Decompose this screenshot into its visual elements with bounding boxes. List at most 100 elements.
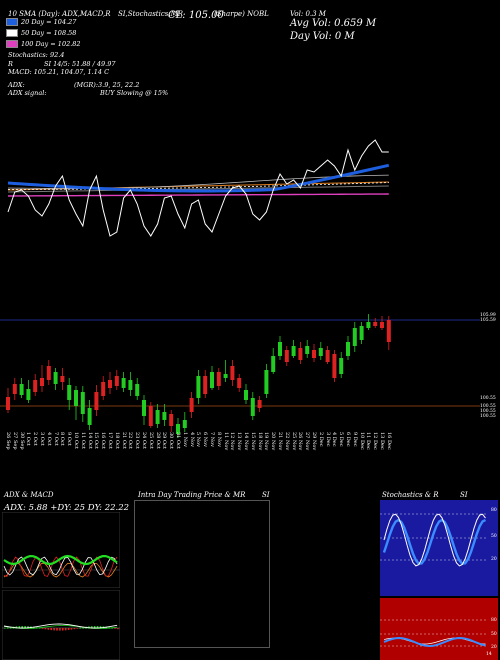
macd-bar [56,628,58,631]
date-tick: 30 Oct [168,432,175,449]
date-tick: 12 Nov [229,432,236,451]
date-tick: 14 Oct [86,432,93,449]
candle-body [237,378,242,388]
stoch-axis-80: 80 [491,508,497,513]
date-tick: 11 Nov [222,432,229,451]
chart-title-left: 10 SMA (Day): ADX,MACD,R [8,10,111,18]
close-price-label: CL: 105.00 [168,10,224,21]
intraday-panel [134,500,270,648]
adx-label: ADX: [8,81,25,89]
macd-bar [96,626,99,629]
sma200-line [7,185,389,193]
date-tick: 6 Nov [202,432,209,447]
macd-bar [91,626,93,629]
rsi-axis-14: 14 [486,652,492,657]
date-tick: 17 Oct [107,432,113,449]
intraday-panel-si: SI [262,491,270,499]
stoch-k-line [383,513,486,567]
rsi-axis-20: 20 [491,645,497,650]
macd-bar [67,628,70,631]
date-tick: 1 Oct [25,432,32,446]
candle-body [366,322,371,328]
date-tick: 15 Nov [249,432,256,451]
date-tick: 6 Dec [345,432,351,447]
sma50-line [7,182,389,190]
macd-bar [70,628,73,630]
legend-sma20: 20 Day = 104.27 [6,18,76,26]
date-tick: 3 Oct [39,432,45,446]
sma100-swatch [6,40,18,48]
rsi-background [380,598,498,660]
date-tick: 3 Dec [324,432,331,447]
legend-sma100: 100 Day = 102.82 [6,40,81,48]
stoch-d-line [382,518,487,566]
candle-body [12,384,17,394]
candle-body [53,372,58,384]
candle-body [121,378,126,388]
price-chart [0,139,480,438]
candle-body [189,398,194,412]
legend-sma50: 50 Day = 108.58 [6,29,76,37]
candle-body [74,390,78,406]
candle-body [298,348,303,360]
candle-body [380,322,384,328]
candle-body [114,376,119,386]
date-tick: 21 Oct [120,432,127,449]
date-tick: 5 Nov [195,432,202,447]
price-label-high: 105.99 [480,313,496,318]
date-tick: 15 Oct [93,432,100,449]
date-tick: 2 Dec [317,432,324,447]
macd-bar [59,628,61,631]
adx-panel-values: ADX: 5.88 +DY: 25 DY: 22.22 [4,503,130,513]
date-tick: 4 Dec [331,432,338,447]
candle-body [264,370,269,394]
macd-bar [114,628,116,629]
candle-body [203,376,208,394]
macd-bar [9,627,12,629]
date-tick: 18 Oct [113,432,120,449]
buy-signal: BUY Slowing @ 15% [100,89,169,97]
candle-body [128,380,133,390]
date-tick: 18 Nov [256,432,263,451]
mgr-value: (MGR):3.9, 25, 22.2 [74,81,140,89]
date-tick: 9 Dec [351,432,358,447]
candle-body [359,326,364,340]
candle-body [230,366,235,380]
macd-bar [82,627,84,629]
candle-body [223,374,228,378]
rsi-axis-50: 50 [491,632,497,637]
date-tick: 23 Oct [134,432,141,449]
macd-bar [73,628,76,630]
macd-bar [62,628,64,631]
date-tick: 27 Nov [304,432,311,451]
date-tick: 4 Oct [45,432,52,446]
macd-bar [33,626,35,629]
date-tick: 26 Sep [5,432,11,450]
intraday-panel-title: Intra Day Trading Price & MR [138,491,246,499]
macd-bar [4,628,6,629]
date-tick: 8 Oct [59,432,66,446]
stochastics-panel [380,500,498,596]
macd-bar [79,627,81,629]
price-label-low-4: 100.55 [480,414,496,419]
candle-body [332,354,337,378]
macd-bar [6,627,9,629]
macd-bar [38,627,41,629]
price-label-low-1: 100.55 [480,396,496,401]
date-tick: 1 Nov [181,432,188,447]
candle-body [87,408,92,425]
candle-body [250,398,255,416]
macd-bar [76,628,79,629]
macd-bar [117,628,119,630]
candle-body [135,384,140,396]
macd-bar [24,626,26,629]
date-tick: 5 Dec [338,432,345,447]
date-tick: 27 Sep [11,432,18,450]
price-line [7,139,389,237]
candle-body [244,390,248,400]
stoch-background [380,500,498,596]
candle-body [325,350,330,362]
date-tick: 12 Dec [372,432,379,450]
candle-body [46,366,51,380]
macd-bar [44,628,47,630]
